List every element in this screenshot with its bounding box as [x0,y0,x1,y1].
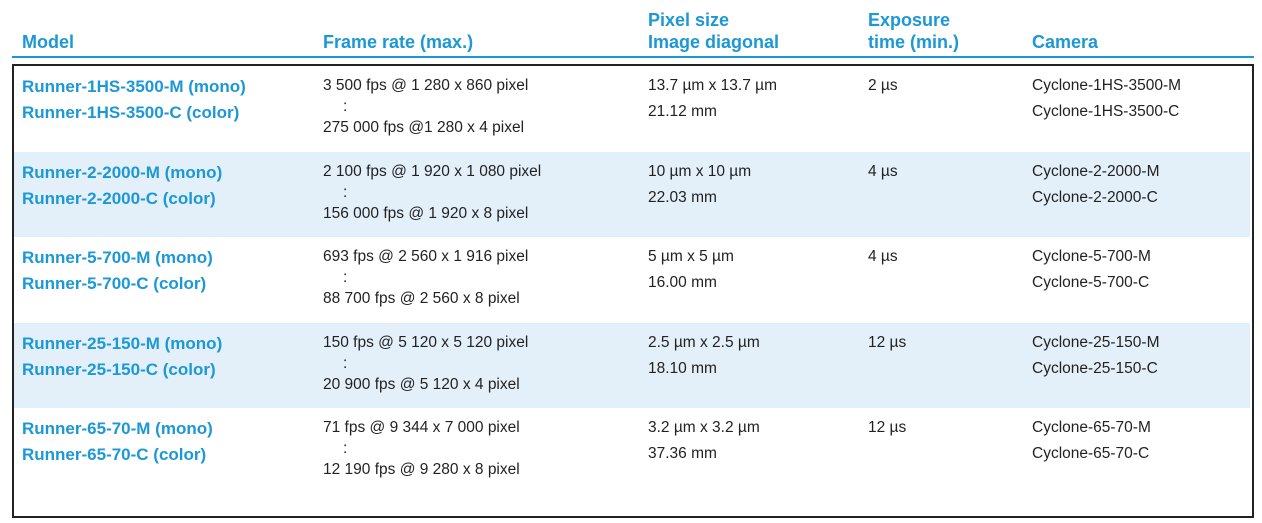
pixel-size: 16.00 mm [648,274,717,291]
pixel-size: 2.5 µm x 2.5 µm [648,333,760,351]
camera-name: Cyclone-1HS-3500-M [1032,77,1182,94]
exposure-time: 2 µs [868,77,898,94]
pixel-size: 21.12 mm [648,103,717,120]
camera-name: Cyclone-5-700-M [1032,248,1151,265]
pixel-size: 18.10 mm [648,359,717,377]
model-name: Runner-65-70-C (color) [22,445,207,464]
column-header: Model [22,32,74,52]
model-name: Runner-1HS-3500-M (mono) [22,77,246,96]
pixel-size: 22.03 mm [648,188,717,206]
pixel-size: 3.2 µm x 3.2 µm [648,419,760,436]
exposure-time: 12 µs [868,419,907,436]
camera-name: Cyclone-1HS-3500-C [1032,103,1180,120]
frame-rate: : [343,98,348,115]
pixel-size: 10 µm x 10 µm [648,162,752,180]
header-rule [12,56,1254,58]
camera-name: Cyclone-2-2000-M [1032,162,1160,180]
frame-rate: 71 fps @ 9 344 x 7 000 pixel [323,419,520,436]
row-band [14,322,1250,408]
pixel-size: 13.7 µm x 13.7 µm [648,77,777,94]
model-name: Runner-25-150-C (color) [22,359,216,379]
exposure-time: 12 µs [868,333,907,351]
row-band [14,151,1250,237]
table-frame [12,64,1254,518]
pixel-size: 37.36 mm [648,445,717,462]
frame-rate: 693 fps @ 2 560 x 1 916 pixel [323,248,529,265]
column-header: time (min.) [868,32,960,52]
camera-name: Cyclone-25-150-C [1032,359,1158,377]
frame-rate: : [343,440,348,457]
frame-rate: : [343,269,348,286]
column-header: Image diagonal [648,32,780,52]
column-header: Exposure [868,10,951,30]
model-name: Runner-5-700-M (mono) [22,248,213,267]
frame-rate: 2 100 fps @ 1 920 x 1 080 pixel [323,162,542,180]
frame-rate: 275 000 fps @1 280 x 4 pixel [323,119,525,136]
model-name: Runner-1HS-3500-C (color) [22,103,240,122]
column-header: Camera [1032,32,1099,52]
model-name: Runner-65-70-M (mono) [22,419,213,438]
camera-name: Cyclone-65-70-M [1032,419,1151,436]
camera-name: Cyclone-65-70-C [1032,445,1150,462]
frame-rate: 12 190 fps @ 9 280 x 8 pixel [323,461,520,478]
exposure-time: 4 µs [868,162,898,180]
camera-name: Cyclone-25-150-M [1032,333,1160,351]
model-name: Runner-25-150-M (mono) [22,333,223,353]
frame-rate: : [343,354,348,372]
frame-rate: 150 fps @ 5 120 x 5 120 pixel [323,333,529,351]
model-name: Runner-2-2000-C (color) [22,188,216,208]
exposure-time: 4 µs [868,248,898,265]
model-name: Runner-5-700-C (color) [22,274,207,293]
column-header: Pixel size [648,10,730,30]
frame-rate: : [343,183,348,201]
pixel-size: 5 µm x 5 µm [648,248,734,265]
frame-rate: 88 700 fps @ 2 560 x 8 pixel [323,290,520,307]
column-header: Frame rate (max.) [323,32,474,52]
camera-name: Cyclone-2-2000-C [1032,188,1158,206]
camera-name: Cyclone-5-700-C [1032,274,1150,291]
frame-rate: 20 900 fps @ 5 120 x 4 pixel [323,375,520,393]
frame-rate: 156 000 fps @ 1 920 x 8 pixel [323,204,529,222]
frame-rate: 3 500 fps @ 1 280 x 860 pixel [323,77,529,94]
model-name: Runner-2-2000-M (mono) [22,162,223,182]
